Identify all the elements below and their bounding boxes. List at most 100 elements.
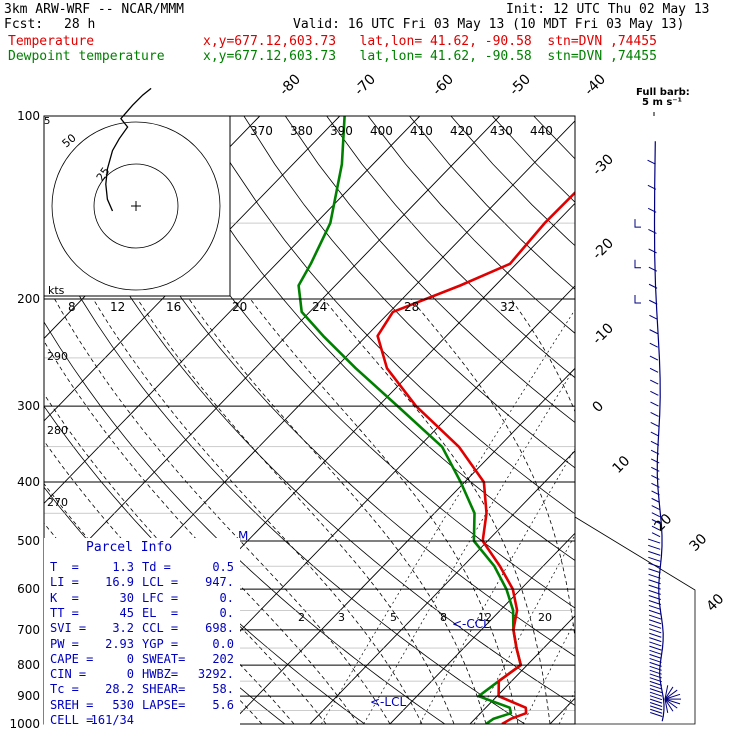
wind-barb [648, 589, 661, 595]
mixing-ratio-line [558, 690, 575, 724]
hodograph-ring-25 [93, 163, 179, 249]
wind-barb [649, 649, 662, 655]
wind-barb [649, 653, 662, 659]
parcel-label: LFC = [142, 590, 179, 605]
wind-barb [648, 228, 657, 234]
pressure-label: 500 [17, 534, 40, 548]
wind-barb [650, 401, 659, 407]
pressure-label: 600 [17, 582, 40, 596]
wind-barb [651, 466, 660, 472]
wind-barb [649, 329, 658, 335]
isotherm [149, 285, 575, 724]
parcel-label: K = [50, 590, 79, 605]
wind-barb [649, 673, 662, 679]
isotherm-label: -10 [590, 320, 617, 347]
mixing-ratio-label: 8 [440, 611, 447, 624]
parcel-label: LAPSE= [142, 697, 186, 712]
mixing-ratio-label: 20 [232, 300, 247, 314]
hodograph-units: kts [48, 284, 65, 297]
parcel-value: 1.3 [112, 560, 134, 574]
temperature-legend-info: x,y=677.12,603.73 lat,lon= 41.62, -90.58… [203, 34, 657, 49]
isotherm [44, 116, 501, 587]
isotherm [309, 450, 575, 724]
wind-barb [648, 556, 661, 562]
ccl-marker: <-CCL [452, 617, 490, 631]
theta-label: 410 [410, 124, 433, 138]
wind-barb [650, 708, 663, 714]
pressure-label: 900 [17, 689, 40, 703]
theta-label: 390 [330, 124, 353, 138]
wind-barb [649, 680, 662, 686]
wind-flag [634, 295, 641, 304]
wind-barb [648, 604, 662, 610]
wind-flag [634, 219, 641, 228]
theta-label: 420 [450, 124, 473, 138]
mixing-ratio-line [632, 299, 740, 724]
pressure-label: 1000 [9, 717, 40, 731]
wind-barb [649, 367, 659, 373]
dewpoint-trace [297, 116, 523, 724]
wind-barb [650, 411, 659, 417]
wind-barb [650, 421, 659, 427]
parcel-label: Tc = [50, 682, 79, 697]
model-title: 3km ARW-WRF -- NCAR/MMM [4, 2, 185, 17]
theta-label: 400 [370, 124, 393, 138]
pressure-label: 800 [17, 658, 40, 672]
wind-barb [649, 702, 663, 708]
parcel-value: 28.2 [105, 682, 134, 697]
pressure-label: 100 [17, 109, 40, 123]
wind-barb [650, 431, 660, 437]
wind-barb [648, 562, 661, 568]
parcel-label: CCL = [142, 621, 179, 636]
wind-barb [649, 665, 662, 671]
wind-barb [648, 283, 658, 289]
wind-barb [648, 600, 662, 605]
isotherm [229, 367, 575, 724]
wind-barb [649, 637, 662, 643]
dry-adiabat [574, 116, 575, 117]
dry-adiabat [492, 116, 575, 203]
wind-barb [650, 390, 659, 396]
parcel-label: Td = [142, 560, 171, 574]
moist-adiabat [44, 393, 327, 724]
lcl-marker: <-LCL [370, 695, 406, 709]
isotherm-label: -50 [507, 71, 534, 98]
wind-barb [648, 619, 662, 625]
parcel-value: 3292. [197, 667, 234, 682]
parcel-label: SREH = [50, 697, 94, 712]
mixing-ratio-label: 8 [68, 300, 76, 314]
wind-flag [634, 259, 641, 269]
dry-adiabat [450, 116, 575, 247]
full-barb-units: 5 m s⁻¹ [642, 97, 682, 108]
wind-barb [649, 698, 663, 704]
wind-barb [649, 342, 658, 348]
isotherm-label: -60 [430, 71, 457, 98]
moist-adiabat [612, 299, 654, 724]
wind-barb [648, 584, 661, 590]
parcel-value: 16.9 [105, 575, 134, 590]
init-time: Init: 12 UTC Thu 02 May 13 [506, 2, 710, 17]
parcel-value: 0 [126, 651, 134, 666]
wind-barb [649, 379, 659, 385]
wind-barb [650, 712, 663, 717]
parcel-value: 0.0 [212, 636, 234, 651]
parcel-label: YGP = [142, 636, 179, 651]
wind-barb [648, 623, 662, 629]
mixing-ratio-line [473, 534, 575, 724]
parcel-label: PW = [50, 636, 79, 651]
moist-adiabat [710, 299, 740, 724]
m-marker: M [238, 529, 248, 543]
isotherm-label: 10 [610, 453, 634, 477]
isotherm-label: 0 [590, 398, 608, 416]
parcel-label: T = [50, 560, 79, 574]
mixing-ratio-label: 20 [538, 611, 552, 624]
mixing-ratio-line [419, 447, 575, 724]
theta-label-left: 290 [47, 350, 68, 363]
forecast-label: Fcst: [4, 17, 44, 32]
parcel-label: HWBZ= [142, 667, 179, 682]
parcel-info-panel: Parcel Info T = 1.3 Td = 0.5 LI = 16.9 LCL = 94… [44, 538, 240, 727]
theta-label: 430 [490, 124, 513, 138]
wind-barb [651, 512, 661, 518]
wind-barb [647, 184, 657, 190]
